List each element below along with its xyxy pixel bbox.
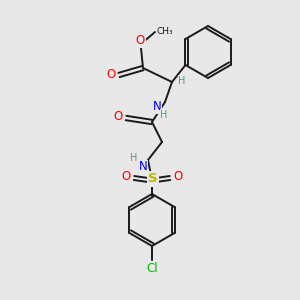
Text: CH₃: CH₃ xyxy=(157,26,173,35)
Text: O: O xyxy=(135,34,145,47)
Text: N: N xyxy=(153,100,161,113)
Text: H: H xyxy=(160,110,168,120)
Text: Cl: Cl xyxy=(146,262,158,275)
Text: H: H xyxy=(130,153,138,163)
Text: O: O xyxy=(113,110,123,124)
Text: O: O xyxy=(106,68,116,80)
Text: O: O xyxy=(173,170,183,184)
Text: N: N xyxy=(139,160,147,173)
Text: S: S xyxy=(148,172,158,185)
Text: O: O xyxy=(122,170,130,184)
Text: H: H xyxy=(178,76,186,86)
